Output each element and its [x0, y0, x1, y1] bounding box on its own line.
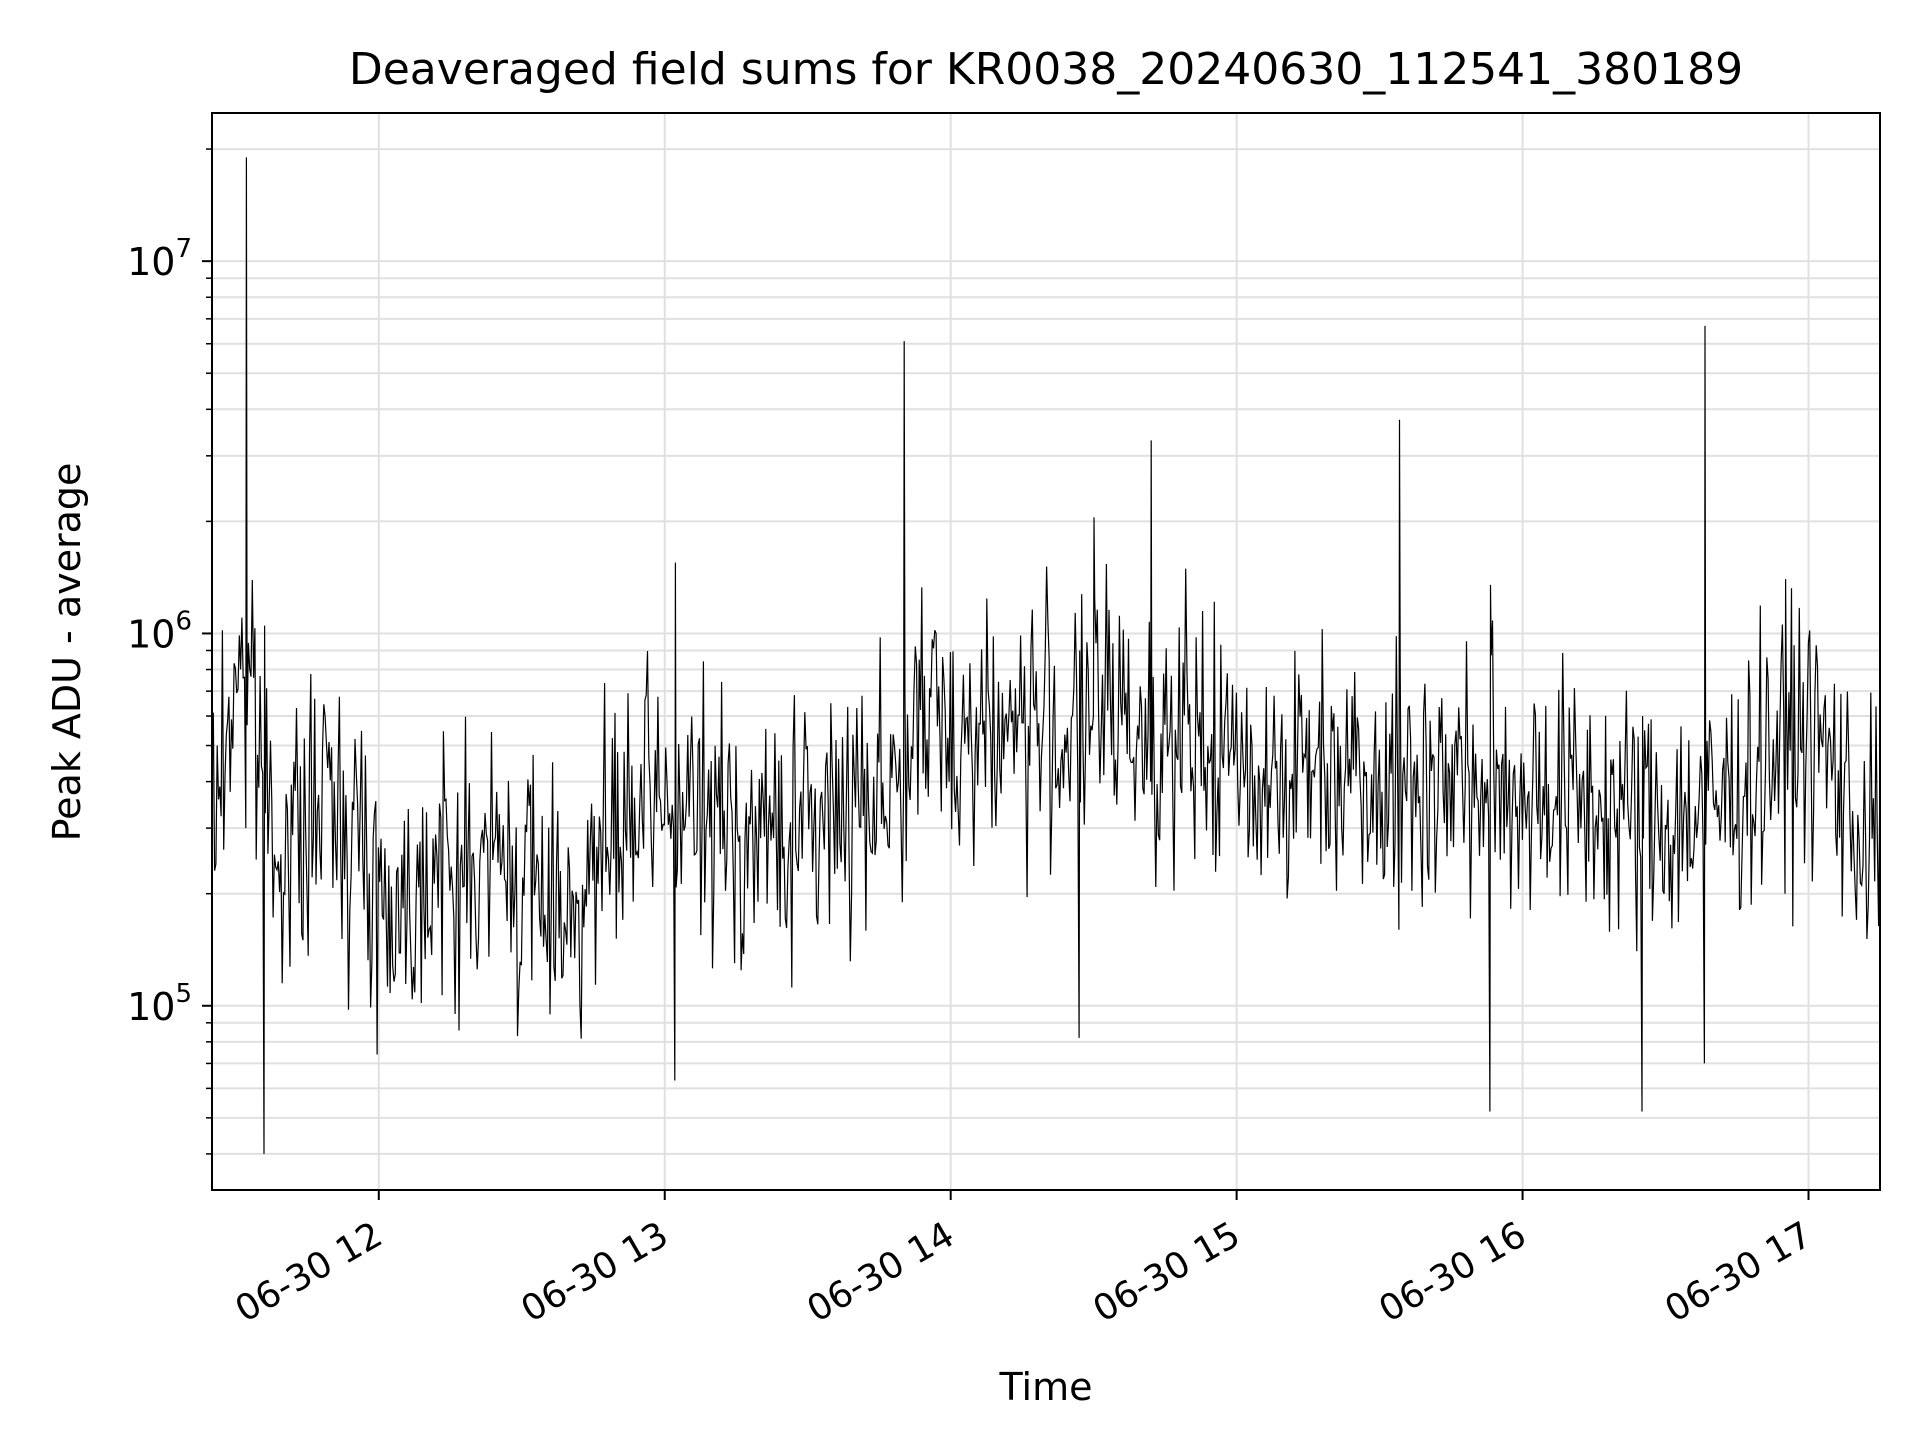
plot-frame	[211, 112, 1881, 1191]
data-area	[212, 157, 1880, 1154]
y-tick-label: 105	[127, 979, 192, 1029]
y-tick-label: 107	[127, 234, 192, 284]
x-axis-label: Time	[999, 1365, 1093, 1409]
series-line	[212, 157, 1880, 1154]
grid	[212, 113, 1880, 1190]
y-tick-label: 106	[127, 606, 192, 656]
chart-title: Deaveraged field sums for KR0038_2024063…	[349, 44, 1743, 95]
y-axis-label: Peak ADU - average	[45, 463, 89, 842]
